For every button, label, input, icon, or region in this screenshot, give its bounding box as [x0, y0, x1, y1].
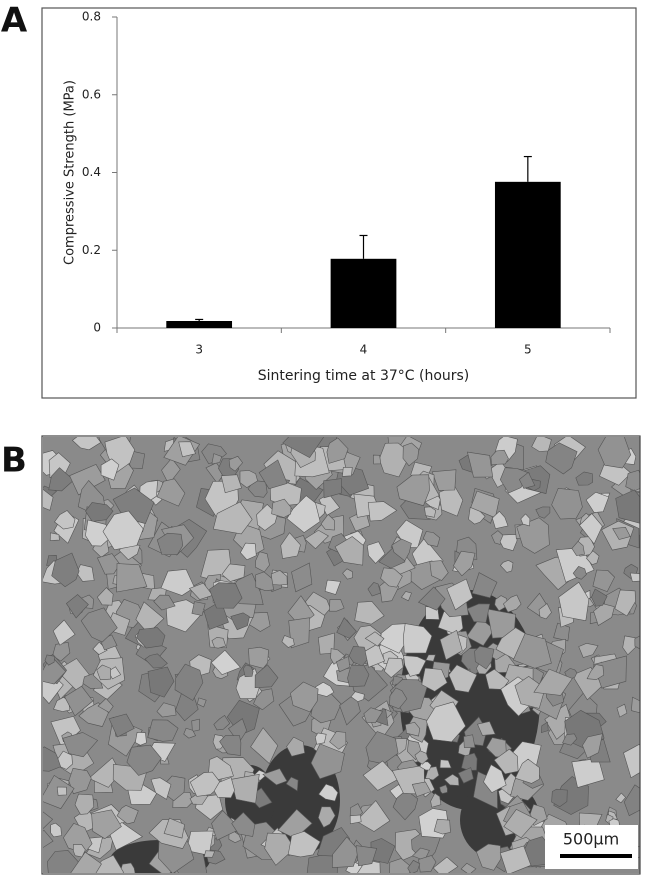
grain: [626, 470, 645, 491]
grain: [57, 787, 66, 795]
grain: [373, 455, 381, 464]
y-tick-label: 0: [93, 321, 101, 335]
grain: [631, 697, 643, 713]
y-tick-label: 0.8: [82, 10, 101, 24]
grain: [532, 434, 552, 451]
y-tick-label: 0.4: [82, 165, 101, 179]
panel-label: B: [1, 441, 27, 481]
bar: [495, 182, 561, 328]
bar: [331, 259, 397, 328]
x-tick-label: 5: [524, 343, 532, 357]
panel-label: A: [1, 1, 28, 41]
sem-image: [30, 422, 648, 878]
grain: [192, 719, 200, 731]
y-tick-label: 0.6: [82, 87, 101, 101]
grain: [434, 819, 450, 834]
grain: [212, 637, 226, 648]
y-axis-label: Compressive Strength (MPa): [63, 80, 78, 265]
grain: [249, 647, 269, 668]
y-tick-label: 0.2: [82, 243, 101, 257]
grain: [315, 733, 326, 744]
grain: [135, 732, 146, 745]
x-axis-label: Sintering time at 37°C (hours): [258, 368, 470, 384]
grain: [342, 467, 352, 476]
scale-bar-label: 500µm: [563, 830, 619, 849]
bar: [166, 321, 232, 328]
x-tick-label: 4: [360, 343, 368, 357]
x-tick-label: 3: [195, 343, 203, 357]
